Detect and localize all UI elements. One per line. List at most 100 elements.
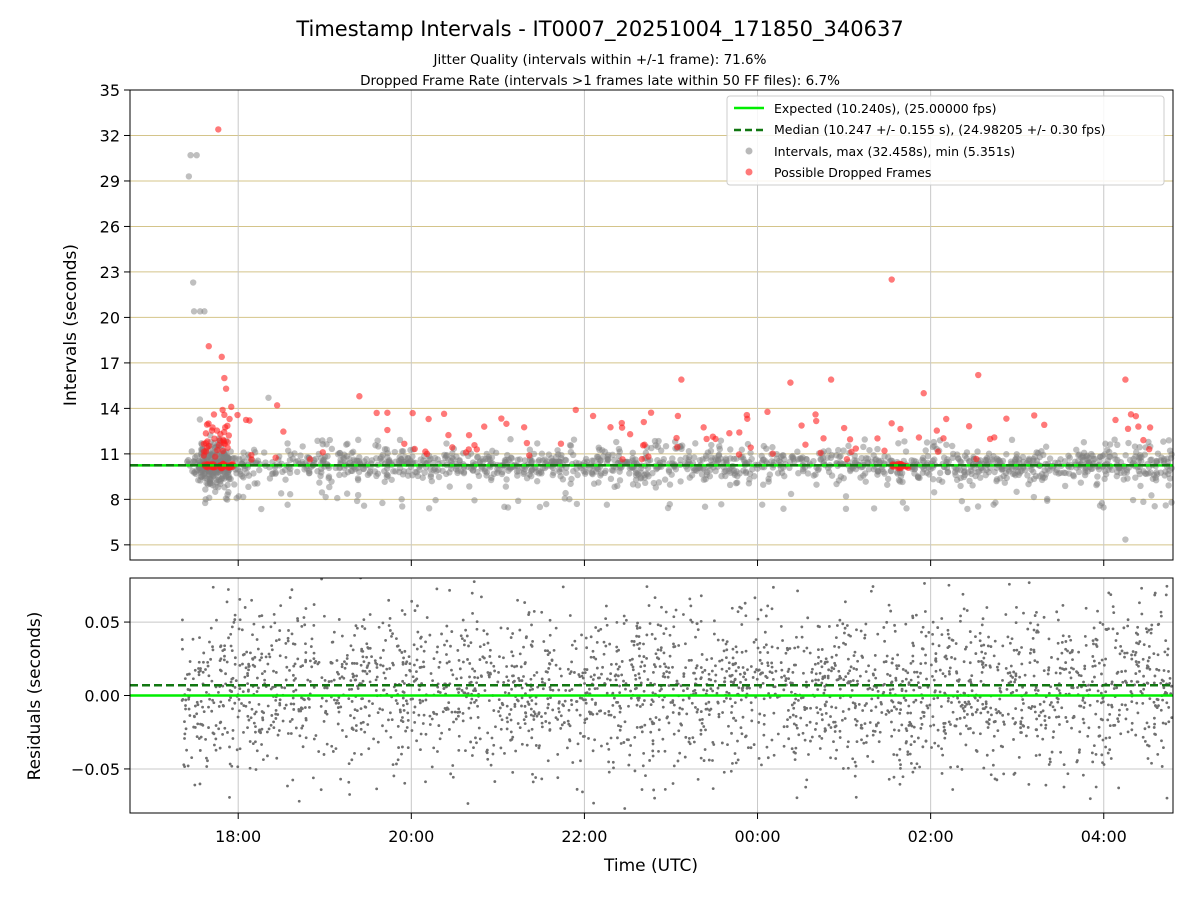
residual-point bbox=[908, 752, 912, 756]
residual-point bbox=[899, 708, 902, 712]
residual-point bbox=[615, 649, 619, 653]
dropped-frame-point bbox=[221, 374, 228, 382]
residual-point bbox=[1117, 786, 1121, 790]
residual-point bbox=[1021, 698, 1025, 701]
residual-point bbox=[802, 671, 805, 675]
residual-point bbox=[748, 686, 751, 690]
residual-point bbox=[1130, 728, 1134, 732]
dropped-frame-point bbox=[764, 408, 771, 416]
residual-point bbox=[793, 646, 797, 650]
x-tick-label: 00:00 bbox=[734, 827, 780, 846]
residual-point bbox=[770, 661, 774, 665]
residual-point bbox=[322, 719, 326, 723]
residual-point bbox=[184, 698, 188, 702]
residual-point bbox=[287, 629, 290, 632]
residual-point bbox=[1106, 718, 1110, 722]
residual-point bbox=[1013, 680, 1016, 684]
residual-point bbox=[286, 732, 290, 735]
residual-point bbox=[571, 761, 575, 764]
residual-point bbox=[665, 670, 669, 674]
residual-point bbox=[466, 692, 470, 695]
residual-point bbox=[1019, 722, 1023, 726]
interval-point bbox=[749, 466, 756, 473]
residual-point bbox=[517, 676, 520, 680]
residual-point bbox=[243, 652, 246, 656]
residual-point bbox=[653, 796, 657, 800]
residual-point bbox=[225, 600, 229, 604]
residual-point bbox=[367, 747, 371, 751]
residual-point bbox=[1033, 710, 1037, 714]
residual-point bbox=[274, 639, 278, 643]
residual-point bbox=[711, 787, 715, 791]
residual-point bbox=[955, 717, 959, 721]
residual-point bbox=[989, 645, 993, 648]
interval-point bbox=[777, 459, 784, 466]
residual-point bbox=[540, 721, 544, 725]
residual-point bbox=[294, 677, 297, 680]
residual-point bbox=[257, 702, 261, 706]
residual-point bbox=[718, 659, 722, 663]
interval-point bbox=[400, 468, 408, 475]
residual-point bbox=[820, 648, 824, 651]
interval-point bbox=[930, 438, 937, 446]
dropped-frame-point bbox=[943, 415, 950, 423]
residual-point bbox=[355, 626, 359, 630]
residual-point bbox=[694, 635, 697, 639]
interval-point bbox=[596, 446, 603, 454]
residual-point bbox=[594, 657, 598, 661]
residual-point bbox=[428, 633, 432, 637]
residual-point bbox=[524, 636, 528, 640]
residual-point bbox=[330, 744, 334, 748]
dropped-frame-point bbox=[641, 441, 648, 448]
interval-point bbox=[202, 496, 209, 503]
residual-point bbox=[483, 689, 487, 692]
interval-point bbox=[427, 473, 434, 480]
dropped-frame-point bbox=[1146, 424, 1154, 431]
residual-point bbox=[652, 663, 656, 666]
residual-point bbox=[249, 651, 252, 655]
residual-point bbox=[546, 649, 550, 653]
residual-point bbox=[436, 750, 439, 753]
residuals-y-axis-label: Residuals (seconds) bbox=[25, 612, 45, 781]
residual-point bbox=[242, 731, 245, 734]
residual-point bbox=[355, 674, 358, 678]
residual-point bbox=[638, 654, 641, 658]
residual-point bbox=[702, 688, 706, 692]
residual-point bbox=[1124, 717, 1128, 721]
dropped-frame-point bbox=[218, 353, 225, 361]
intervals-x-ticks bbox=[237, 560, 1105, 566]
residual-point bbox=[809, 739, 812, 743]
residual-point bbox=[1135, 701, 1139, 705]
interval-point bbox=[573, 500, 581, 508]
residual-point bbox=[1123, 651, 1127, 655]
interval-point bbox=[421, 469, 428, 476]
residual-point bbox=[540, 725, 544, 729]
dropped-frame-point bbox=[817, 449, 824, 457]
dropped-frame-point bbox=[827, 376, 835, 383]
residual-point bbox=[704, 707, 708, 711]
residual-point bbox=[1036, 660, 1039, 664]
residual-point bbox=[661, 674, 665, 678]
interval-point bbox=[243, 469, 250, 476]
residual-point bbox=[836, 624, 839, 627]
residual-point bbox=[992, 734, 996, 738]
residual-point bbox=[412, 643, 416, 647]
residual-point bbox=[1150, 627, 1153, 631]
residual-point bbox=[548, 728, 552, 732]
residual-point bbox=[491, 752, 495, 756]
residual-point bbox=[849, 634, 852, 638]
x-tick-label: 02:00 bbox=[908, 827, 954, 846]
dropped-frame-point bbox=[526, 452, 533, 459]
residual-point bbox=[349, 714, 352, 717]
intervals-y-tick-label: 17 bbox=[100, 354, 120, 373]
residual-point bbox=[1126, 624, 1130, 628]
residual-point bbox=[733, 701, 737, 705]
residual-point bbox=[920, 647, 924, 651]
residual-point bbox=[312, 685, 316, 689]
interval-point bbox=[665, 466, 673, 474]
residual-point bbox=[436, 645, 439, 649]
residual-point bbox=[540, 715, 543, 719]
residual-point bbox=[694, 666, 698, 670]
residual-point bbox=[663, 749, 667, 753]
interval-point bbox=[336, 471, 343, 479]
